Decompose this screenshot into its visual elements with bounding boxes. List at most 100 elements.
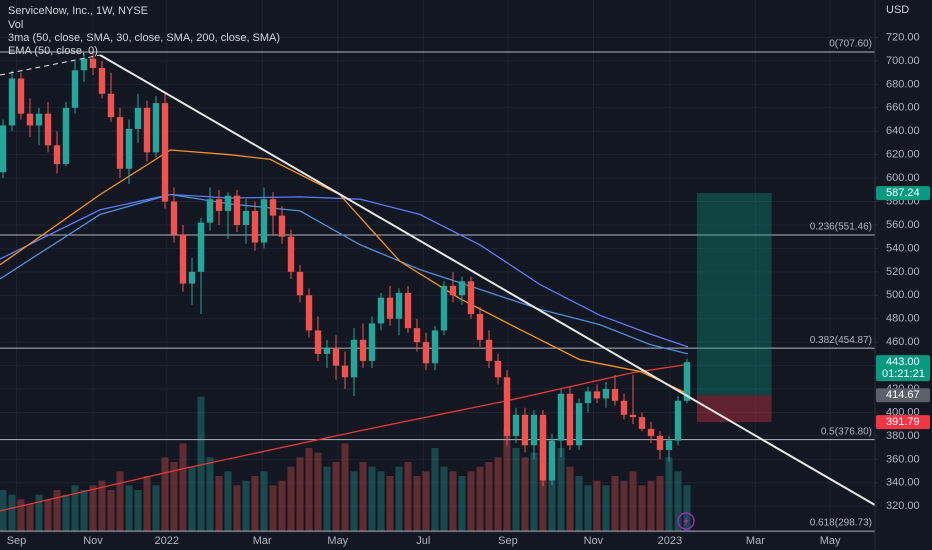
x-tick-label: May [820,535,841,547]
x-tick-label: 2023 [658,535,682,547]
volume-bar [422,471,430,532]
price-axis [875,0,932,550]
candle-body [656,435,664,450]
candle-body [539,414,547,481]
price-badge [876,355,930,382]
candle-body [35,113,43,126]
candle-body [575,403,583,446]
volume-bar [125,485,133,532]
candle-body [566,393,574,446]
y-tick-label: 540.00 [886,242,920,254]
candle-body [350,339,358,378]
volume-bar [89,485,97,532]
volume-bar [143,476,151,532]
candle-body [53,145,61,165]
candle-body [71,70,79,108]
volume-bar [206,457,214,532]
fib-label: 0.5(376.80) [821,426,872,437]
candle-body [269,199,277,216]
volume-bar [368,466,376,532]
candle-body [620,400,628,415]
volume-bar [62,494,70,532]
candle-body [404,292,412,329]
candle-body [242,210,250,225]
volume-bar [602,485,610,532]
candle-body [152,103,160,153]
candle-body [62,107,70,165]
candle-body [503,377,511,436]
candle-body [449,285,457,296]
volume-bar [53,490,61,532]
candle-body [80,58,88,71]
candle-body [584,391,592,404]
y-tick-label: 700.00 [886,55,920,67]
volume-bar [224,471,232,532]
volume-bar [431,448,439,532]
candle-body [278,215,286,237]
x-tick-label: Sep [7,535,27,547]
candle-body [422,342,430,364]
y-tick-label: 620.00 [886,149,920,161]
y-tick-label: 460.00 [886,336,920,348]
volume-bar [593,480,601,532]
volume-bar [494,457,502,532]
candle-body [107,93,115,118]
volume-bar [0,490,7,532]
candle-body [296,271,304,296]
volume-bar [44,499,52,532]
candle-body [206,199,214,223]
volume-bar [233,485,241,532]
candle-body [665,440,673,450]
candle-body [530,414,538,446]
x-tick-label: 2022 [155,535,179,547]
moving-average [0,193,689,355]
volume-bar [134,490,142,532]
price-badge-label: 443.00 [886,356,920,368]
fib-label: 0.618(298.73) [810,518,872,529]
candle-body [512,414,520,436]
volume-bar [26,504,34,532]
candle-body [170,201,178,235]
volume-bar [287,466,295,532]
alert-icon [677,512,695,530]
volume-bar [557,448,565,532]
volume-bar [467,471,475,532]
alert-icon-bolt [683,515,689,527]
y-tick-label: 720.00 [886,31,920,43]
y-tick-label: 560.00 [886,219,920,231]
x-tick-label: May [327,535,348,547]
candle-body [494,360,502,378]
target-zone [696,193,772,396]
candle-body [548,440,556,481]
volume-bar [188,466,196,532]
y-tick-label: 520.00 [886,266,920,278]
candle-body [611,389,619,401]
y-tick-label: 600.00 [886,172,920,184]
chart-title: ServiceNow, Inc., 1W, NYSE [8,5,148,17]
candle-body [629,414,637,418]
price-badge [876,186,930,201]
indicator-legend: 3ma (50, close, SMA, 30, close, SMA, 200… [8,32,280,44]
candle-body [638,417,646,429]
candle-body [116,117,124,169]
volume-bar [17,499,25,532]
candle-body [557,393,565,441]
candle-body [305,295,313,331]
candle-body [125,128,133,169]
indicator-legend: Vol [8,19,23,31]
volume-bar [161,457,169,532]
candle-body [323,348,331,354]
trendline-dashed [0,54,101,76]
volume-bar [377,471,385,532]
price-badge-label: 391.79 [886,416,920,428]
candle-body [179,234,187,284]
y-tick-label: 340.00 [886,477,920,489]
volume-bar [278,480,286,532]
currency-label: USD [886,4,909,16]
y-tick-label: 640.00 [886,125,920,137]
volume-bar [530,452,538,532]
volume-bar [656,476,664,532]
fib-label: 0.236(551.46) [810,222,872,233]
volume-bar [404,462,412,532]
volume-bar [548,462,556,532]
